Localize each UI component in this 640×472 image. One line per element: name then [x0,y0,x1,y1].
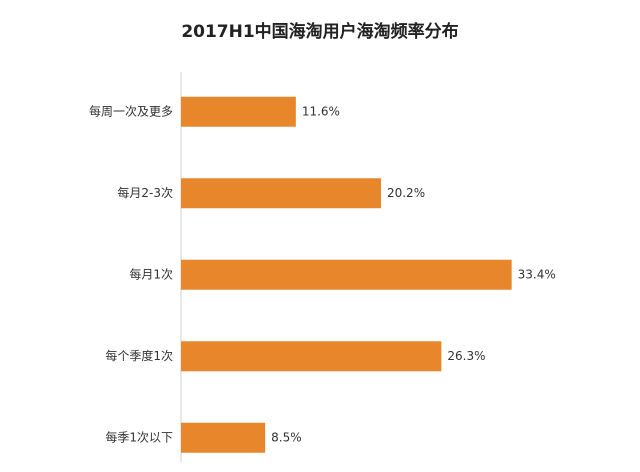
bar [181,422,266,453]
y-tick-label: 每周一次及更多 [89,103,173,118]
y-tick-label: 每个季度1次 [105,348,173,363]
bar [181,259,512,290]
bar [181,96,296,127]
value-label: 11.6% [302,104,340,118]
value-label: 26.3% [447,349,485,363]
chart-title: 2017H1中国海淘用户海淘频率分布 [181,21,458,42]
value-label: 8.5% [271,430,302,444]
bar [181,341,442,372]
y-tick-label: 每季1次以下 [105,429,173,444]
bar [181,178,381,209]
y-tick-label: 每月1次 [129,266,173,281]
value-label: 33.4% [518,267,556,281]
value-label: 20.2% [387,186,425,200]
y-tick-label: 每月2-3次 [117,185,173,200]
